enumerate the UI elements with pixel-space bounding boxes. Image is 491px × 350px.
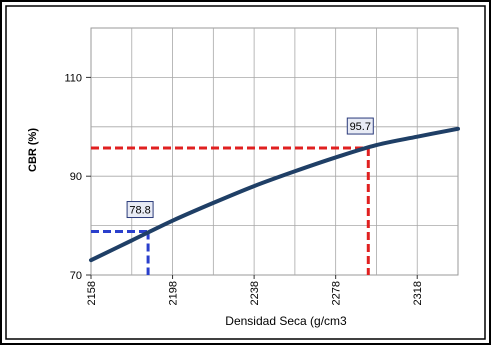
- x-tick-label: 2198: [168, 281, 180, 305]
- x-tick-label: 2158: [86, 281, 98, 305]
- x-axis-label: Densidad Seca (g/cm3: [225, 314, 347, 328]
- y-tick-label: 70: [70, 270, 82, 282]
- annotation-box: [126, 201, 154, 219]
- series-group: [89, 126, 460, 263]
- y-tick-labels: 70 90 110: [64, 72, 91, 282]
- reference-lines: [91, 146, 370, 275]
- grid-lines: [91, 28, 458, 275]
- series-line: [89, 126, 460, 263]
- annotation-label: 95.7: [350, 121, 371, 133]
- x-tick-labels: 2158 2198 2238 2278 2318: [86, 275, 424, 305]
- y-axis-label: CBR (%): [27, 128, 39, 172]
- annotation-box: [346, 117, 374, 135]
- annotations: 78.8 95.7: [126, 117, 374, 219]
- inner-border: [5, 5, 486, 340]
- y-tick-label: 110: [64, 72, 82, 84]
- x-tick-label: 2278: [331, 281, 343, 305]
- y-tick-label: 90: [70, 171, 82, 183]
- annotation-label: 78.8: [129, 205, 150, 217]
- x-tick-label: 2238: [249, 281, 261, 305]
- plot-area: [90, 27, 459, 276]
- x-tick-label: 2318: [412, 281, 424, 305]
